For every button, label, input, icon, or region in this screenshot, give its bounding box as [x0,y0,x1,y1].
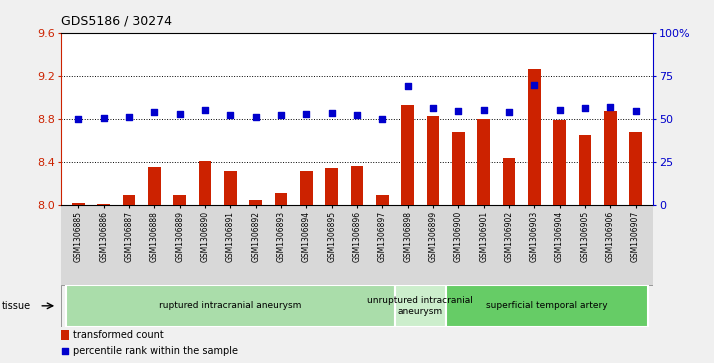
Bar [629,132,642,205]
Bar [427,116,439,205]
Bar [401,105,414,205]
Point [98,115,109,121]
Point [199,107,211,113]
Point [73,116,84,122]
Point [225,113,236,118]
Point [351,113,363,118]
Bar [174,195,186,205]
Bar [61,330,69,340]
Text: tissue: tissue [1,301,31,311]
Point [402,83,413,89]
Point [174,111,186,117]
Text: percentile rank within the sample: percentile rank within the sample [73,346,238,356]
Bar [97,204,110,205]
Bar [503,158,516,205]
Point [427,105,438,111]
Bar [553,120,566,205]
Bar [452,132,465,205]
Bar [123,195,136,205]
Bar [477,119,490,205]
Point [478,107,489,113]
Point [554,107,565,113]
Point [149,109,160,115]
Point [376,116,388,122]
Point [579,105,590,111]
Bar [148,167,161,205]
Bar [300,171,313,205]
Point [528,82,540,88]
Point [301,111,312,117]
Point [250,115,261,121]
Point [326,110,338,116]
Text: unruptured intracranial
aneurysm: unruptured intracranial aneurysm [368,296,473,315]
Bar [224,171,237,205]
Point [630,108,641,114]
Bar [578,135,591,205]
Point [453,108,464,114]
Bar [275,193,287,205]
Bar [66,285,395,327]
Point [124,114,135,119]
Text: GDS5186 / 30274: GDS5186 / 30274 [61,15,171,28]
Bar [326,168,338,205]
Bar [198,161,211,205]
Bar [395,285,446,327]
Text: superficial temporal artery: superficial temporal artery [486,301,608,310]
Point [59,348,70,354]
Bar [249,200,262,205]
Text: ruptured intracranial aneurysm: ruptured intracranial aneurysm [159,301,301,310]
Bar [376,195,388,205]
Text: transformed count: transformed count [73,330,164,340]
Point [605,104,616,110]
Bar [604,111,617,205]
Point [503,109,515,115]
Bar [72,203,85,205]
Bar [446,285,648,327]
Bar [351,166,363,205]
Bar [528,69,540,205]
Point [276,113,287,118]
